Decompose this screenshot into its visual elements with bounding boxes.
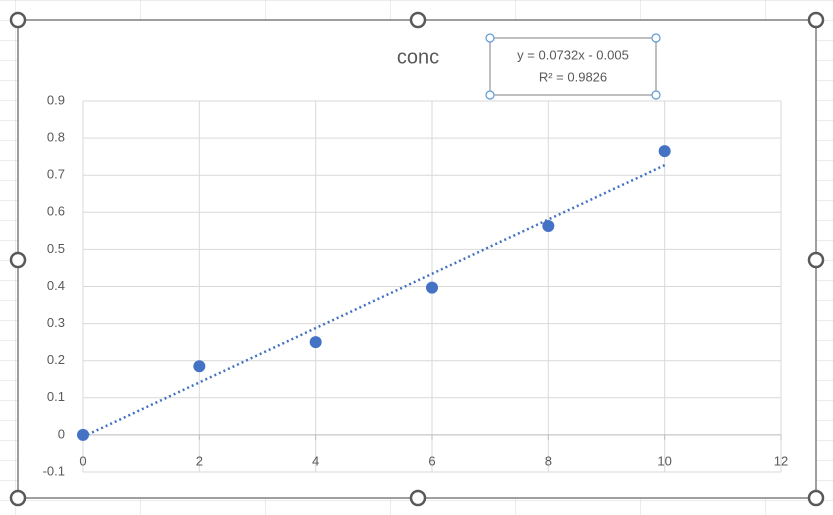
data-point (193, 360, 206, 373)
data-point (309, 336, 322, 349)
chart-title: conc (397, 46, 439, 68)
y-tick-label: 0.9 (47, 92, 65, 107)
trendline-label-box[interactable] (489, 37, 657, 96)
y-tick-label: 0.3 (47, 315, 65, 330)
x-tick-label: 4 (312, 453, 319, 468)
data-point (658, 145, 671, 158)
y-tick-label: 0.5 (47, 241, 65, 256)
y-tick-label: 0.2 (47, 352, 65, 367)
plot-area: -0.1 0 0.1 0.2 0.3 0.4 0.5 0.6 0.7 0.8 0.9 0 2 4 6 8 10 1… (43, 92, 789, 478)
x-tick-label: 8 (545, 453, 552, 468)
data-point (77, 428, 89, 441)
chart-area[interactable] (17, 19, 817, 499)
data-point (542, 220, 555, 233)
trendline (82, 164, 666, 438)
y-tick-label: -0.1 (43, 463, 65, 478)
trendline-r-squared: R² = 0.9826 (539, 69, 607, 84)
data-point (426, 281, 438, 294)
x-tick-label: 2 (196, 453, 203, 468)
y-tick-label: 0 (58, 426, 65, 441)
y-tick-label: 0.8 (47, 130, 65, 145)
x-tick-label: 12 (774, 453, 788, 468)
y-tick-label: 0.6 (47, 204, 65, 219)
y-tick-label: 0.4 (47, 278, 65, 293)
chart-handles[interactable] (9, 11, 825, 507)
trendline-equation: y = 0.0732x - 0.005 (517, 47, 629, 62)
label-handles[interactable] (485, 33, 661, 100)
x-tick-label: 0 (79, 453, 86, 468)
y-tick-label: 0.7 (47, 167, 65, 182)
x-tick-label: 6 (428, 453, 435, 468)
y-tick-label: 0.1 (47, 389, 65, 404)
x-tick-label: 10 (657, 453, 671, 468)
